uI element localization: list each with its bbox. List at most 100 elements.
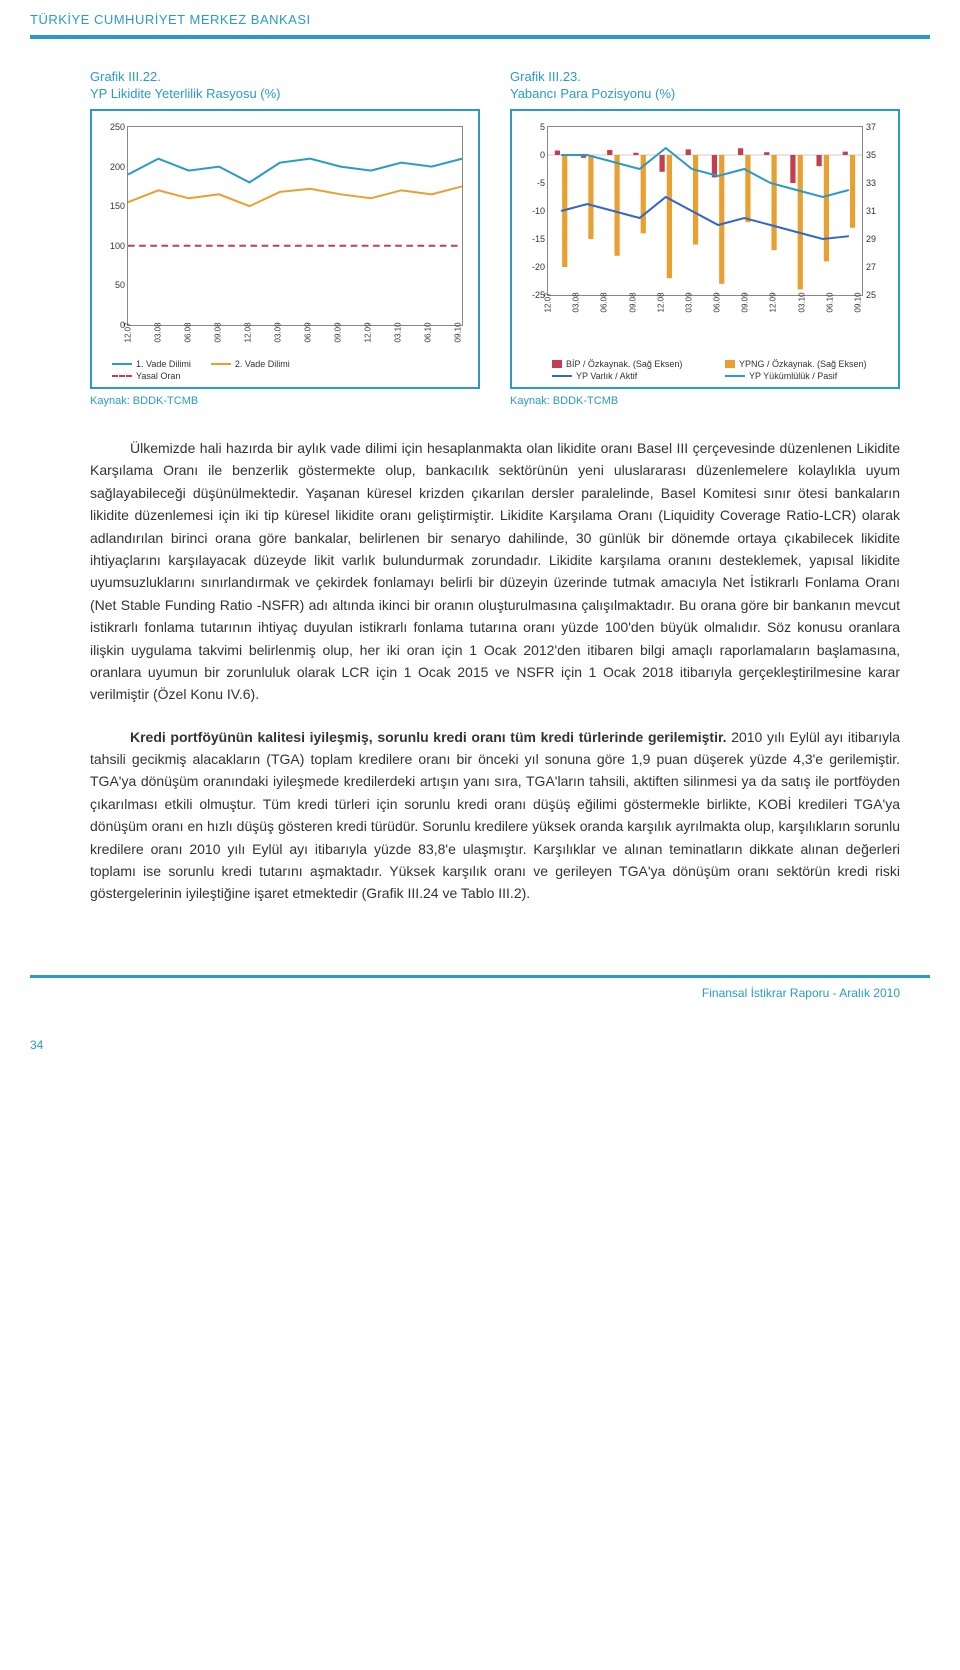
bar xyxy=(686,149,691,155)
bar xyxy=(850,155,855,228)
x-tick: 12.07 xyxy=(544,309,553,313)
y-tick: 200 xyxy=(103,162,125,172)
legend-label: 2. Vade Dilimi xyxy=(235,359,290,369)
legend-swatch xyxy=(725,360,735,368)
x-tick: 03.09 xyxy=(274,339,283,343)
paragraph-1-text: Ülkemizde hali hazırda bir aylık vade di… xyxy=(90,440,900,702)
bar xyxy=(816,155,821,166)
y-tick-left: 5 xyxy=(523,122,545,132)
x-tick: 06.09 xyxy=(304,339,313,343)
y-tick-right: 35 xyxy=(866,150,884,160)
chart-right-source: Kaynak: BDDK-TCMB xyxy=(510,395,900,407)
x-tick: 06.10 xyxy=(825,309,834,313)
legend-item: YP Yükümlülük / Pasif xyxy=(725,371,888,381)
legend-label: BİP / Özkaynak. (Sağ Eksen) xyxy=(566,359,682,369)
bar xyxy=(667,155,672,278)
paragraph-2-lead: Kredi portföyünün kalitesi iyileşmiş, so… xyxy=(130,729,727,745)
x-tick: 09.10 xyxy=(454,339,463,343)
y-tick: 100 xyxy=(103,241,125,251)
legend-swatch xyxy=(211,363,231,365)
series-line xyxy=(128,159,462,183)
bar xyxy=(633,153,638,155)
chart-left-title-sub: YP Likidite Yeterlilik Rasyosu (%) xyxy=(90,86,480,101)
chart-right-title-sub: Yabancı Para Pozisyonu (%) xyxy=(510,86,900,101)
page-footer: Finansal İstikrar Raporu - Aralık 2010 xyxy=(0,978,960,1030)
charts-row: Grafik III.22. YP Likidite Yeterlilik Ra… xyxy=(90,69,900,407)
x-tick: 06.08 xyxy=(184,339,193,343)
y-tick-right: 25 xyxy=(866,290,884,300)
legend-label: Yasal Oran xyxy=(136,371,180,381)
paragraph-1: Ülkemizde hali hazırda bir aylık vade di… xyxy=(90,437,900,706)
y-tick-left: -10 xyxy=(523,206,545,216)
legend-label: YP Varlık / Aktif xyxy=(576,371,637,381)
x-tick: 12.09 xyxy=(364,339,373,343)
chart-right-block: Grafik III.23. Yabancı Para Pozisyonu (%… xyxy=(510,69,900,407)
page-header: TÜRKİYE CUMHURİYET MERKEZ BANKASI xyxy=(0,0,960,35)
bar xyxy=(738,148,743,155)
bar xyxy=(555,151,560,155)
chart-left-svg xyxy=(128,127,462,325)
y-tick: 50 xyxy=(103,280,125,290)
bar xyxy=(614,155,619,256)
legend-item: BİP / Özkaynak. (Sağ Eksen) xyxy=(552,359,715,369)
bar xyxy=(764,152,769,155)
legend-swatch xyxy=(112,375,132,377)
x-tick: 12.09 xyxy=(769,309,778,313)
bar xyxy=(798,155,803,289)
y-tick-right: 31 xyxy=(866,206,884,216)
legend-swatch xyxy=(725,375,745,377)
legend-swatch xyxy=(112,363,132,365)
y-tick-left: -20 xyxy=(523,262,545,272)
bar xyxy=(790,155,795,183)
x-tick: 09.08 xyxy=(628,309,637,313)
legend-item: 1. Vade Dilimi xyxy=(112,359,191,369)
x-tick: 09.10 xyxy=(853,309,862,313)
legend-label: 1. Vade Dilimi xyxy=(136,359,191,369)
bar xyxy=(771,155,776,250)
legend-swatch xyxy=(552,375,572,377)
series-line xyxy=(128,186,462,206)
chart-left-legend: 1. Vade Dilimi 2. Vade Dilimi Yasal Oran xyxy=(112,357,468,381)
chart-left-panel: 25020015010050012.0703.0806.0809.0812.08… xyxy=(90,109,480,389)
x-ticks: 12.0703.0806.0809.0812.0803.0906.0909.09… xyxy=(548,308,862,317)
header-text: TÜRKİYE CUMHURİYET MERKEZ BANKASI xyxy=(30,12,311,27)
chart-left-source: Kaynak: BDDK-TCMB xyxy=(90,395,480,407)
y-tick: 250 xyxy=(103,122,125,132)
legend-item: 2. Vade Dilimi xyxy=(211,359,290,369)
series-line xyxy=(561,148,849,197)
x-tick: 06.08 xyxy=(600,309,609,313)
bar xyxy=(843,152,848,155)
bar xyxy=(607,150,612,155)
y-tick-left: 0 xyxy=(523,150,545,160)
bar xyxy=(745,155,750,222)
bar xyxy=(693,155,698,245)
y-tick-left: -15 xyxy=(523,234,545,244)
paragraph-2: Kredi portföyünün kalitesi iyileşmiş, so… xyxy=(90,726,900,905)
bar xyxy=(824,155,829,261)
x-tick: 03.08 xyxy=(572,309,581,313)
y-tick-right: 29 xyxy=(866,234,884,244)
chart-right-svg xyxy=(548,127,862,295)
y-tick-right: 33 xyxy=(866,178,884,188)
x-tick: 09.09 xyxy=(334,339,343,343)
page-content: Grafik III.22. YP Likidite Yeterlilik Ra… xyxy=(0,39,960,955)
y-tick-left: -25 xyxy=(523,290,545,300)
legend-label: YPNG / Özkaynak. (Sağ Eksen) xyxy=(739,359,867,369)
chart-left-inner: 25020015010050012.0703.0806.0809.0812.08… xyxy=(127,126,463,326)
legend-swatch xyxy=(552,360,562,368)
x-tick: 09.08 xyxy=(214,339,223,343)
footer-right: Finansal İstikrar Raporu - Aralık 2010 xyxy=(702,986,900,1000)
legend-item: YP Varlık / Aktif xyxy=(552,371,715,381)
y-tick-right: 27 xyxy=(866,262,884,272)
series-line xyxy=(561,197,849,239)
y-tick-left: -5 xyxy=(523,178,545,188)
x-tick: 09.09 xyxy=(741,309,750,313)
chart-right-title-main: Grafik III.23. xyxy=(510,69,900,84)
x-tick: 03.08 xyxy=(154,339,163,343)
legend-item: Yasal Oran xyxy=(112,371,180,381)
chart-left-title-main: Grafik III.22. xyxy=(90,69,480,84)
y-tick-right: 37 xyxy=(866,122,884,132)
x-tick: 03.10 xyxy=(394,339,403,343)
y-tick: 0 xyxy=(103,320,125,330)
x-tick: 12.08 xyxy=(656,309,665,313)
